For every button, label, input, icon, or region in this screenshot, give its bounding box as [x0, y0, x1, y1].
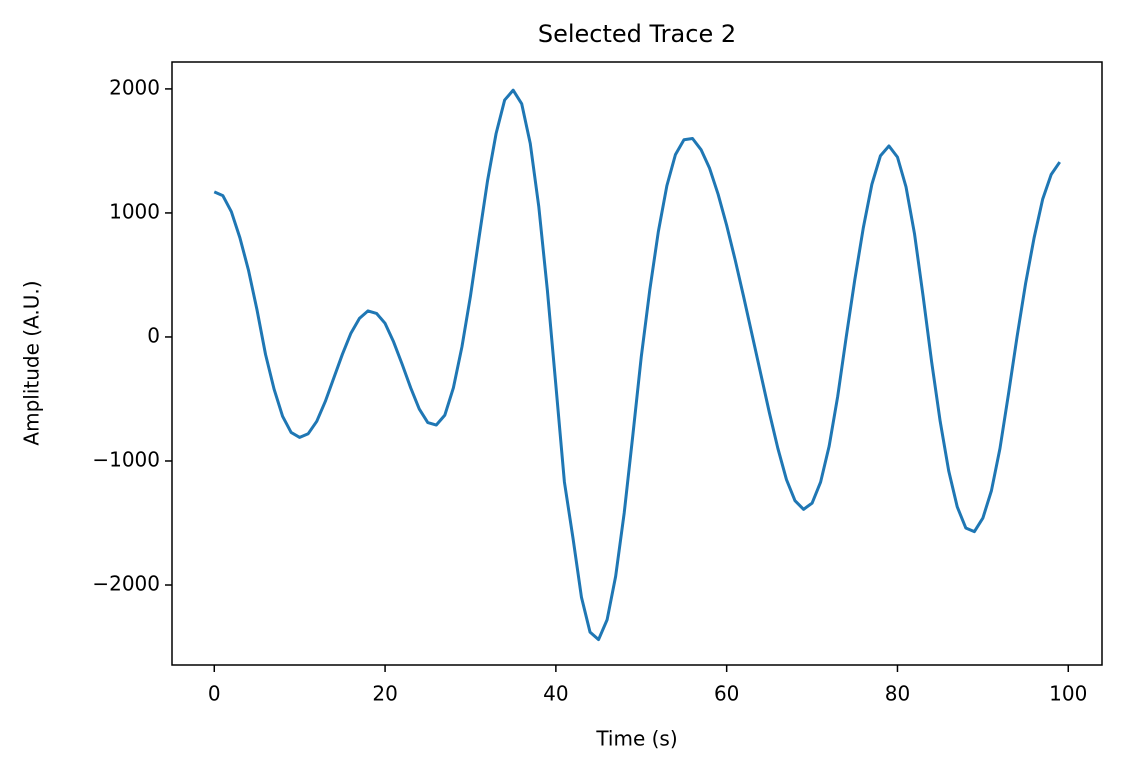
x-tick-label: 20	[372, 682, 397, 706]
x-tick-label: 0	[208, 682, 221, 706]
y-tick-label: −1000	[92, 447, 160, 471]
x-tick-label: 80	[885, 682, 910, 706]
plot-frame	[171, 61, 1103, 666]
x-axis-label: Time (s)	[595, 727, 677, 751]
y-axis-label: Amplitude (A.U.)	[20, 280, 44, 445]
y-tick-label: 2000	[109, 75, 160, 99]
x-tick-label: 60	[714, 682, 739, 706]
y-tick-label: 0	[147, 323, 160, 347]
y-tick-label: −2000	[92, 572, 160, 596]
x-tick-label: 40	[543, 682, 568, 706]
line	[213, 88, 1061, 642]
chart-title: Selected Trace 2	[538, 20, 736, 48]
x-tick-label: 100	[1049, 682, 1087, 706]
y-tick-label: 1000	[109, 199, 160, 223]
